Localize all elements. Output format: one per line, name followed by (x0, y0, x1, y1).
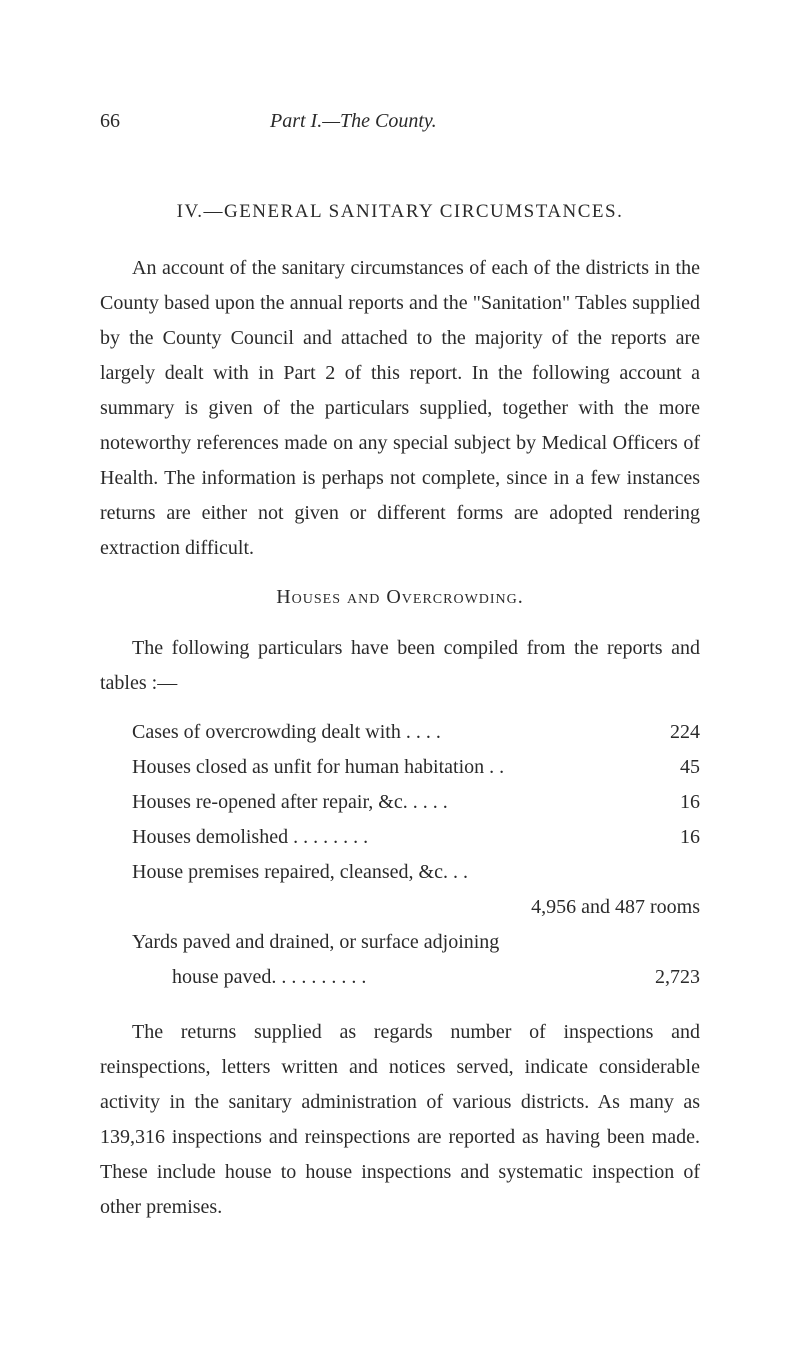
data-row: House premises repaired, cleansed, &c. .… (132, 855, 700, 890)
data-list: Cases of overcrowding dealt with . . . .… (132, 715, 700, 995)
paragraph-3: The returns supplied as regards number o… (100, 1015, 700, 1225)
data-row-value: 16 (630, 820, 700, 855)
data-row: Cases of overcrowding dealt with . . . .… (132, 715, 700, 750)
yards-line: Yards paved and drained, or surface adjo… (132, 925, 700, 960)
house-paved-value: 2,723 (655, 960, 700, 995)
data-row-text: Cases of overcrowding dealt with . . . . (132, 715, 630, 750)
data-row-value: 16 (630, 785, 700, 820)
data-row: Houses re-opened after repair, &c. . . .… (132, 785, 700, 820)
data-row: Houses closed as unfit for human habitat… (132, 750, 700, 785)
subheading: Houses and Overcrowding. (100, 586, 700, 609)
data-row-text: Houses demolished . . . . . . . . (132, 820, 630, 855)
house-paved-row: house paved. . . . . . . . . . 2,723 (132, 960, 700, 995)
house-paved-text: house paved. . . . . . . . . . (172, 960, 366, 995)
data-row-text: Houses re-opened after repair, &c. . . .… (132, 785, 630, 820)
header-title: Part I.—The County. (270, 110, 437, 133)
paragraph-1: An account of the sanitary circumstances… (100, 251, 700, 566)
data-row: Houses demolished . . . . . . . . 16 (132, 820, 700, 855)
data-row-text: Houses closed as unfit for human habitat… (132, 750, 630, 785)
page-header: 66 Part I.—The County. (100, 110, 700, 133)
page-number: 66 (100, 110, 120, 133)
section-heading: IV.—GENERAL SANITARY CIRCUMSTANCES. (100, 201, 700, 223)
rooms-line: 4,956 and 487 rooms (132, 890, 700, 925)
data-row-value: 224 (630, 715, 700, 750)
data-row-text: House premises repaired, cleansed, &c. .… (132, 855, 630, 890)
paragraph-2: The following particulars have been comp… (100, 631, 700, 701)
data-row-value: 45 (630, 750, 700, 785)
